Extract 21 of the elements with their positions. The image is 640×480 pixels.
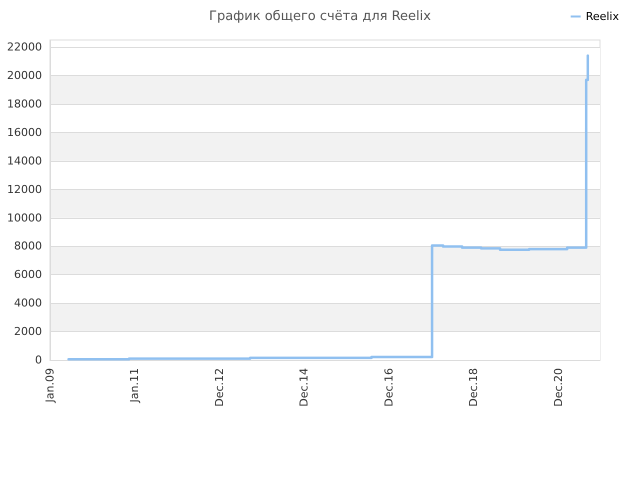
y-tick-label: 14000 — [7, 154, 42, 168]
x-tick-label: Dec.14 — [298, 368, 311, 407]
x-tick-label: Jan.11 — [128, 368, 142, 404]
x-tick-label: Dec.20 — [552, 368, 565, 407]
y-tick-label: 22000 — [7, 40, 42, 54]
x-tick-label: Dec.12 — [212, 368, 226, 407]
y-tick-label: 10000 — [7, 211, 42, 224]
y-tick-label: 6000 — [14, 268, 42, 282]
y-tick-label: 12000 — [7, 182, 42, 196]
y-tick-label: 0 — [35, 354, 42, 366]
y-tick-label: 18000 — [7, 98, 42, 110]
y-tick-label: 4000 — [14, 296, 42, 310]
y-tick-label: 8000 — [14, 240, 42, 253]
chart-title: График общего счёта для Reelix — [209, 9, 432, 24]
y-tick-label: 20000 — [7, 69, 42, 82]
x-tick-label: Jan.09 — [44, 368, 56, 404]
y-tick-label: 2000 — [14, 325, 42, 338]
legend-label: Reelix — [586, 10, 620, 23]
y-tick-label: 16000 — [7, 126, 42, 139]
x-tick-label: Dec.18 — [467, 368, 480, 407]
x-tick-label: Dec.16 — [382, 368, 396, 407]
